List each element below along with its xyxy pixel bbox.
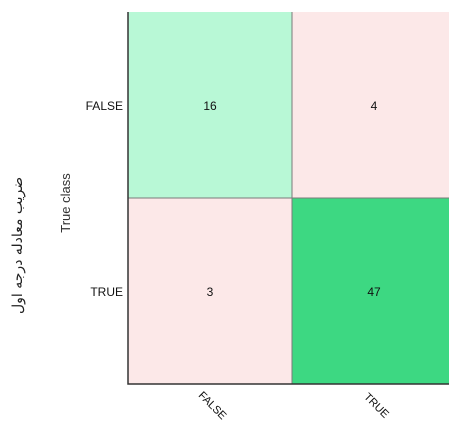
y-tick-label: FALSE bbox=[86, 99, 123, 113]
x-tick-labels: FALSE TRUE bbox=[196, 390, 391, 423]
cell-value-label: 4 bbox=[371, 99, 378, 113]
y-tick-label: TRUE bbox=[90, 285, 123, 299]
matrix-cell-labels: 16 4 3 47 bbox=[203, 99, 381, 299]
cell-false-true bbox=[292, 12, 449, 198]
cell-false-false bbox=[128, 12, 292, 198]
x-tick-label: FALSE bbox=[196, 390, 229, 423]
cell-value-label: 16 bbox=[203, 99, 217, 113]
cell-true-false bbox=[128, 198, 292, 384]
cell-value-label: 47 bbox=[367, 285, 381, 299]
y-axis-label: True class bbox=[58, 173, 73, 233]
plot-frame bbox=[127, 12, 449, 385]
matrix-cells bbox=[128, 12, 449, 384]
x-tick-label: TRUE bbox=[361, 391, 391, 421]
y-tick-labels: FALSE TRUE bbox=[86, 99, 123, 299]
cell-true-true bbox=[292, 198, 449, 384]
cell-value-label: 3 bbox=[207, 285, 214, 299]
